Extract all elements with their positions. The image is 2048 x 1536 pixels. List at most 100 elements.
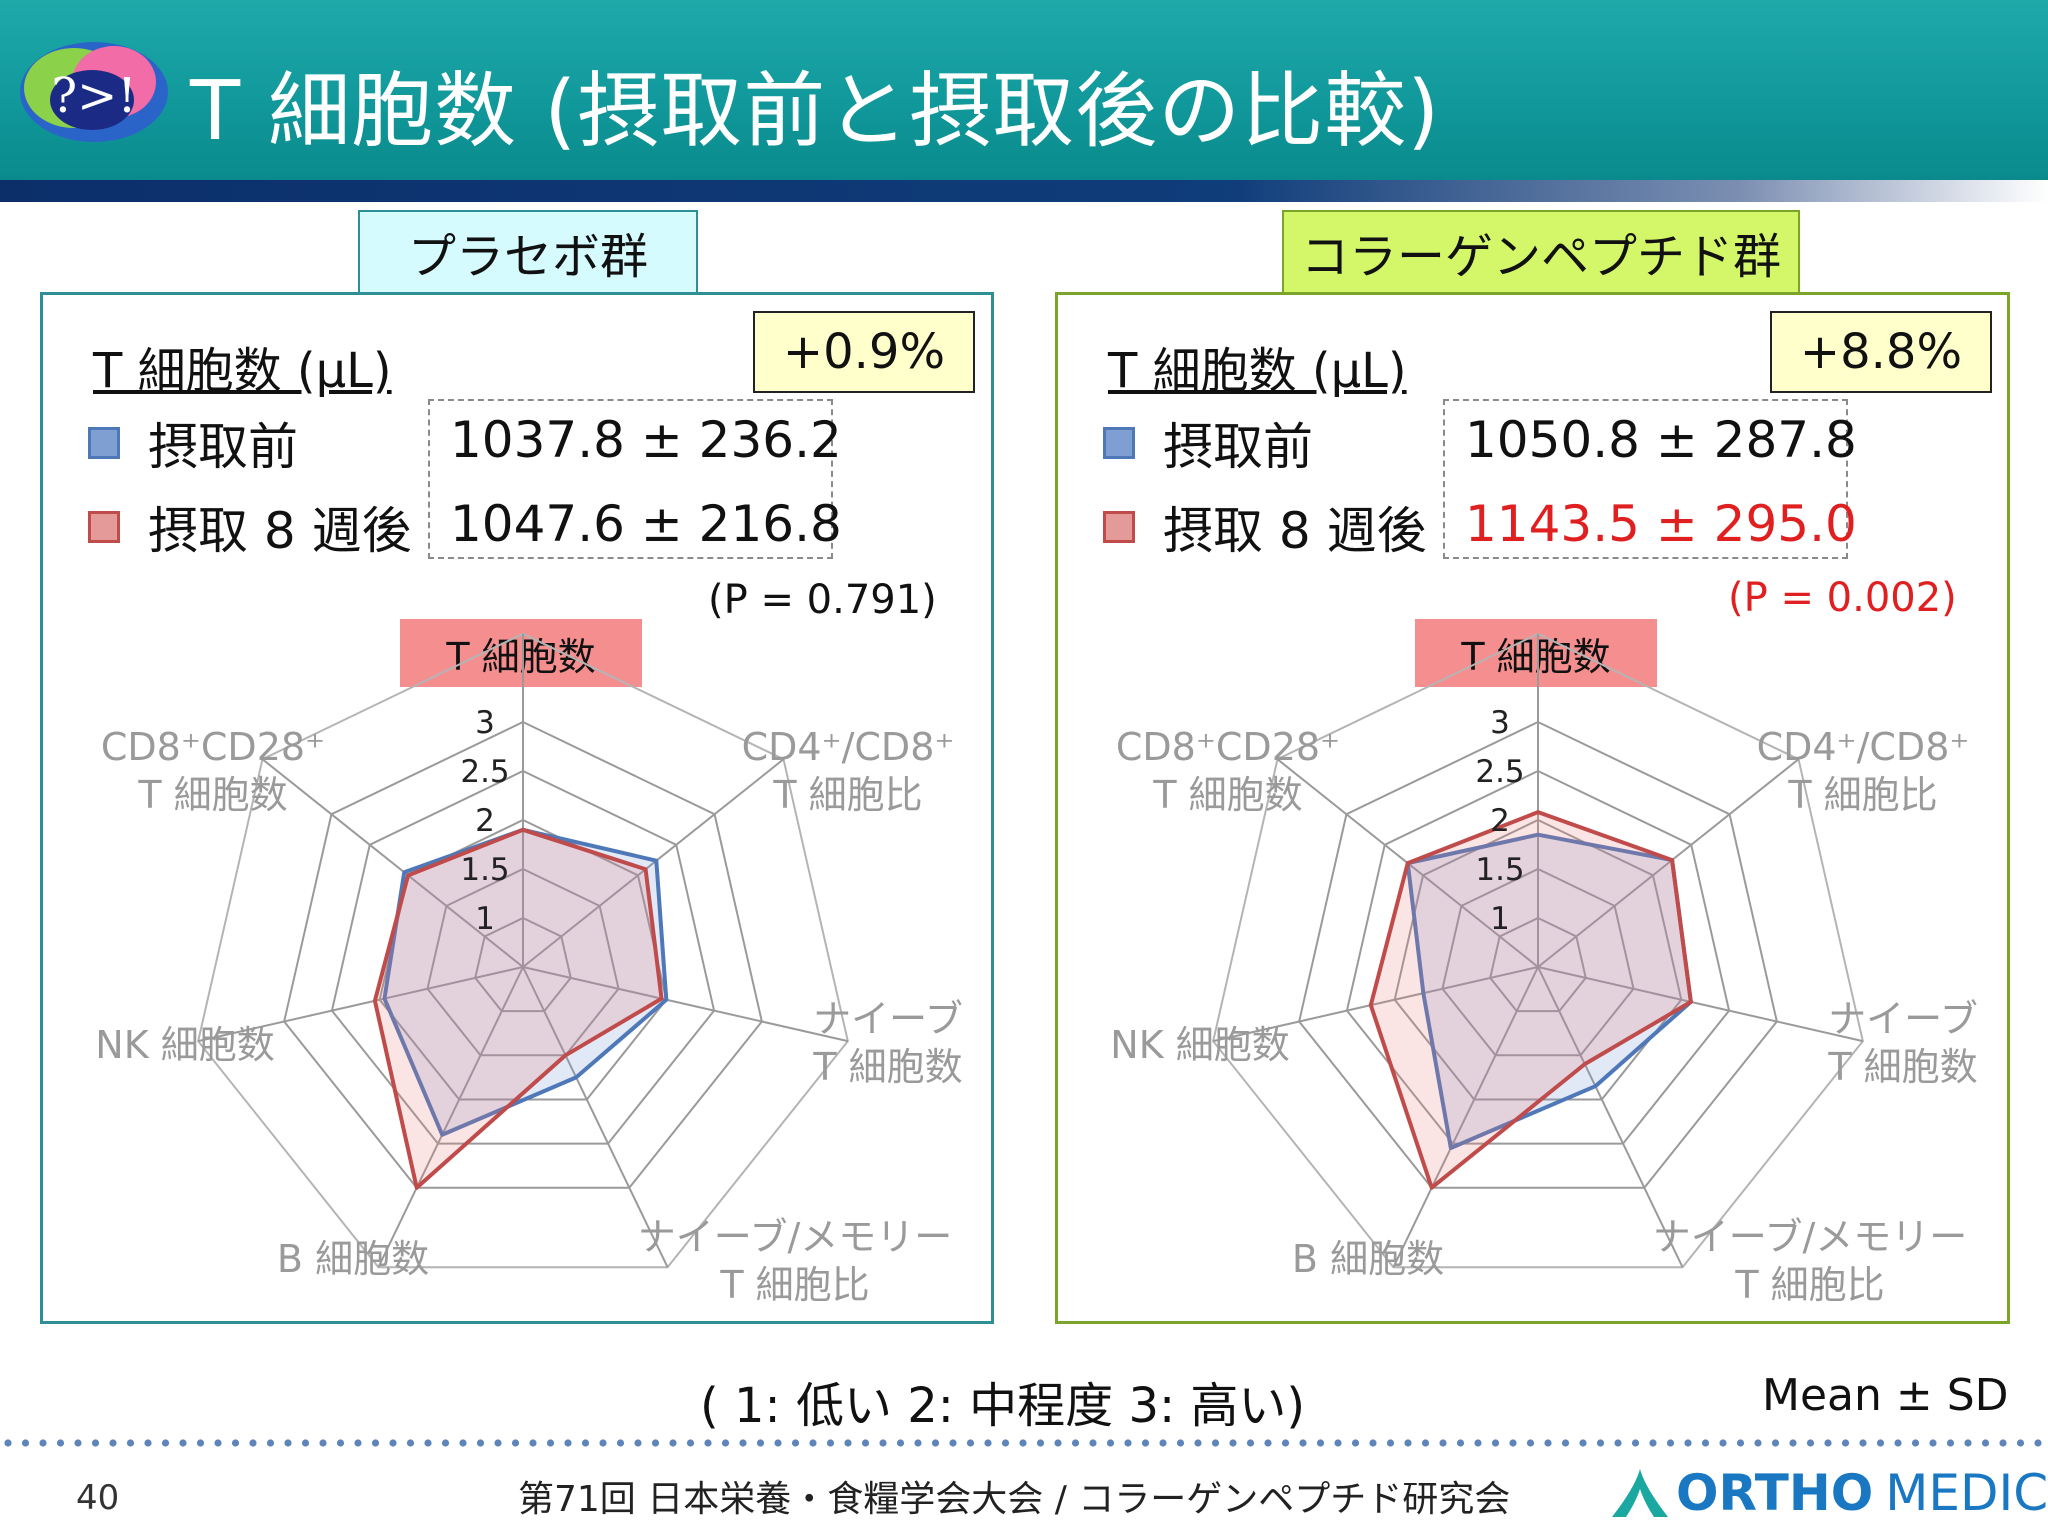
legend-red-swatch (88, 511, 120, 543)
divider-dot (494, 1439, 502, 1447)
divider-dot (1299, 1439, 1307, 1447)
radar-spoke (377, 966, 524, 1268)
brand-ortho: ORTHO (1676, 1464, 1874, 1522)
divider-dot (826, 1439, 835, 1447)
divider-dot (1824, 1439, 1832, 1447)
page-number: 40 (76, 1478, 120, 1518)
divider-dot (1246, 1439, 1255, 1447)
divider-dot (984, 1439, 992, 1447)
radar-tick-label: 2 (475, 803, 495, 839)
radar-gridline (283, 720, 763, 1189)
axis-label-naive: ナイーブ T 細胞数 (1828, 997, 1978, 1089)
radar-gridline (1441, 867, 1635, 1057)
divider-dot (1701, 1439, 1710, 1447)
radar-tick-label: 2.5 (460, 754, 509, 790)
axis-label-b-cell: B 細胞数 (1291, 1237, 1445, 1281)
divider-dot (1579, 1439, 1587, 1447)
axis-label-cd4cd8: CD4⁺/CD8⁺ T 細胞比 (1756, 725, 1970, 817)
radar-gridline (426, 867, 620, 1057)
divider-dot (56, 1439, 65, 1447)
divider-dot (634, 1439, 642, 1447)
divider-dot (1369, 1439, 1377, 1447)
header-accent-bar (0, 180, 2048, 202)
radar-tick-label: 2 (1490, 803, 1510, 839)
radar-spoke (522, 966, 849, 1043)
divider-dot (1806, 1439, 1815, 1447)
p-value: (P = 0.791) (708, 577, 937, 623)
divider-dot (721, 1439, 730, 1447)
divider-dot (249, 1439, 257, 1447)
legend-before-label: 摂取前 (1163, 418, 1313, 476)
conference-footer: 第71回 日本栄養・食糧学会大会 / コラーゲンペプチド研究会 (518, 1479, 1511, 1520)
radar-spoke (1537, 966, 1684, 1268)
series-after-polygon (372, 827, 664, 1190)
divider-dot (1771, 1439, 1780, 1447)
collagen-panel: T 細胞数 (μL) +8.8% 摂取前 摂取 8 週後 1050.8 ± 28… (1055, 292, 2010, 1324)
divider-dot (1089, 1439, 1097, 1447)
divider-dot (739, 1439, 747, 1447)
legend-after-label: 摂取 8 週後 (148, 502, 412, 560)
divider-dot (1929, 1439, 1937, 1447)
axis-label-naive: ナイーブ T 細胞数 (813, 997, 963, 1089)
radar-tick-label: 3 (1490, 705, 1510, 741)
logo-icon: ?>! (20, 42, 168, 142)
axis-label-cd4cd8: CD4⁺/CD8⁺ T 細胞比 (741, 725, 955, 817)
radar-spoke (1537, 966, 1864, 1043)
divider-dot (336, 1439, 345, 1447)
divider-dot (266, 1439, 275, 1447)
divider-dot (546, 1439, 555, 1447)
divider-dot (774, 1439, 782, 1447)
divider-dot (109, 1439, 117, 1447)
divider-dot (1141, 1439, 1150, 1447)
divider-dot (1124, 1439, 1132, 1447)
divider-dot (1474, 1439, 1482, 1447)
radar-tick-label: 1 (1490, 901, 1510, 937)
divider-dot (1876, 1439, 1885, 1447)
before-value: 1050.8 ± 287.8 (1465, 411, 1857, 469)
radar-chart-collagen: 1 1.5 2 2.5 3 (1212, 632, 1864, 1269)
radar-spoke (522, 758, 785, 968)
radar-spoke (1212, 966, 1539, 1043)
radar-gridline (1345, 769, 1731, 1145)
divider-dot (1211, 1439, 1220, 1447)
divider-dot (459, 1439, 467, 1447)
divider-dot (1544, 1439, 1552, 1447)
axis-label-cd8cd28: CD8⁺CD28⁺ T 細胞数 (100, 725, 326, 817)
divider-dot (1404, 1439, 1412, 1447)
divider-dot (1981, 1439, 1990, 1447)
change-badge: +8.8% (1770, 311, 1992, 393)
mean-sd-note: Mean ± SD (1762, 1370, 2009, 1421)
axis-label-b-cell: B 細胞数 (276, 1237, 430, 1281)
divider-dot (1159, 1439, 1167, 1447)
divider-dot (686, 1439, 695, 1447)
divider-dot (1439, 1439, 1447, 1447)
divider-dot (1421, 1439, 1430, 1447)
axis-label-cd8cd28: CD8⁺CD28⁺ T 細胞数 (1115, 725, 1341, 817)
divider-dot (1684, 1439, 1692, 1447)
radar-frame (197, 632, 849, 1269)
legend-before: 摂取前 (1103, 407, 1313, 479)
divider-dot (1316, 1439, 1325, 1447)
scale-note: ( 1: 低い 2: 中程度 3: 高い) (700, 1378, 1306, 1434)
value-box: 1050.8 ± 287.8 1143.5 ± 295.0 (1443, 399, 1857, 559)
radar-spoke (1537, 758, 1800, 968)
divider-dot (231, 1439, 240, 1447)
legend-before-label: 摂取前 (148, 418, 298, 476)
divider-dot (214, 1439, 222, 1447)
axis-label-nk-cell: NK 細胞数 (95, 1023, 275, 1067)
divider-dot (1964, 1439, 1972, 1447)
divider-dot (616, 1439, 625, 1447)
divider-dot (301, 1439, 310, 1447)
divider-dot (1264, 1439, 1272, 1447)
radar-spoke (1392, 966, 1539, 1268)
measure-title: T 細胞数 (μL) (93, 343, 392, 399)
divider-dot (319, 1439, 327, 1447)
divider-dot (1841, 1439, 1850, 1447)
header-band: ?>! T 細胞数 (摂取前と摂取後の比較) (0, 0, 2048, 180)
divider-dot (599, 1439, 607, 1447)
divider-dot (1946, 1439, 1955, 1447)
divider-dot (196, 1439, 205, 1447)
divider-dot (74, 1439, 82, 1447)
dotted-divider (4, 1439, 2042, 1447)
divider-dot (1911, 1439, 1920, 1447)
